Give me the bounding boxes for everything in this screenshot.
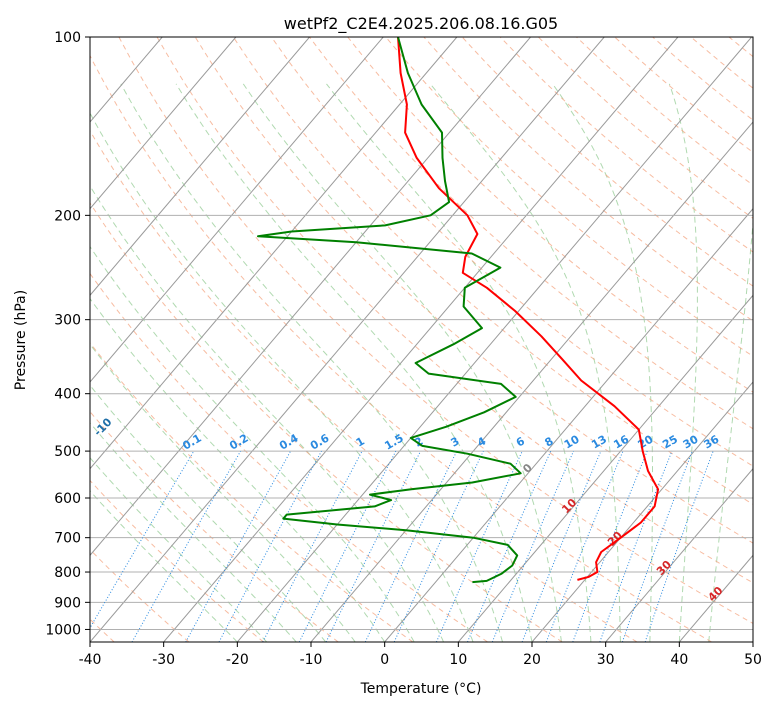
isotherms (90, 37, 753, 642)
moist-adiabat-line (242, 83, 562, 642)
isotherm-line (90, 37, 384, 383)
moist-adiabat-line (90, 490, 238, 642)
mixing-ratio-line (467, 450, 552, 642)
plot-area: 0.10.20.40.611.52346810131620253036-100-… (90, 37, 753, 642)
chart-title: wetPf2_C2E4.2025.206.08.16.G05 (284, 14, 558, 34)
moist-adiabat-line (120, 83, 503, 642)
isotherm-line (531, 381, 753, 642)
dry-adiabat-line (90, 272, 488, 642)
isotherm-line (236, 37, 752, 642)
mixing-ratio-line (621, 450, 693, 642)
y-tick-label: 500 (54, 444, 81, 460)
moist-adiabat-line (90, 343, 356, 642)
dry-adiabat-line (90, 54, 712, 642)
mixing-ratio-line (644, 450, 714, 642)
x-axis: -40 -30 -20 -10 0 10 20 30 40 50 (79, 642, 762, 668)
isotherm-line (457, 294, 753, 642)
isotherm-line (605, 467, 753, 642)
x-tick-label: -30 (152, 652, 175, 668)
moist-adiabat-line (90, 185, 445, 642)
x-tick-label: 40 (670, 652, 688, 668)
moist-adiabat-line (90, 245, 415, 642)
dry-adiabat-line (90, 479, 264, 642)
moist-adiabat-line (90, 457, 268, 642)
dewpoint-profile-line (257, 37, 522, 584)
profiles (257, 37, 660, 584)
dry-adiabat-line (385, 37, 753, 357)
isotherm-line (90, 37, 237, 210)
y-axis-title: Pressure (hPa) (13, 290, 29, 390)
y-tick-label: 200 (54, 208, 81, 224)
dry-adiabat-line (90, 202, 563, 642)
y-tick-label: 100 (54, 30, 81, 46)
dry-adiabat-line (118, 37, 753, 624)
moist-adiabat-line (90, 297, 386, 642)
moist-adiabat-line (429, 83, 621, 642)
mixing-ratio-line (393, 450, 484, 642)
temperature-profile-line (397, 37, 660, 581)
dry-adiabat-line (270, 37, 753, 467)
dry-adiabat-line (194, 37, 753, 544)
dry-adiabat-line (90, 548, 190, 642)
y-tick-label: 300 (54, 313, 81, 329)
isotherm-line (384, 207, 753, 642)
moist-adiabat-line (668, 83, 698, 642)
y-tick-label: 400 (54, 387, 81, 403)
isotherm-line (90, 37, 458, 470)
y-tick-label: 600 (54, 491, 81, 507)
isotherm-line (90, 37, 310, 297)
mixing-ratio-line (491, 450, 574, 642)
dry-adiabat-line (90, 410, 339, 642)
mixing-ratio-line (521, 450, 602, 642)
isotherm-line (90, 37, 605, 642)
dry-adiabats (90, 37, 753, 642)
x-tick-label: -10 (300, 652, 323, 668)
y-tick-label: 800 (54, 565, 81, 581)
moist-adiabat-line (90, 384, 327, 642)
isobars (90, 37, 753, 630)
x-tick-label: -20 (226, 652, 249, 668)
plot-frame (89, 36, 754, 643)
x-tick-label: 30 (597, 652, 615, 668)
moist-adiabat-line (175, 83, 533, 642)
isotherm-line (90, 37, 531, 557)
x-tick-label: -40 (79, 652, 102, 668)
y-axis: 100 200 300 400 500 600 700 800 900 1000 (45, 30, 90, 638)
mixing-ratio-line (185, 450, 292, 642)
y-tick-label: 700 (54, 531, 81, 547)
x-tick-label: 0 (380, 652, 389, 668)
dry-adiabat-line (90, 129, 638, 642)
x-tick-label: 10 (449, 652, 467, 668)
x-axis-title: Temperature (°C) (360, 681, 482, 697)
isotherm-line (163, 37, 679, 642)
isotherm-line (310, 121, 753, 642)
mixing-ratio-line (90, 450, 195, 629)
x-tick-label: 50 (744, 652, 762, 668)
y-tick-label: 900 (54, 595, 81, 611)
x-tick-label: 20 (523, 652, 541, 668)
moist-adiabat-line (552, 83, 653, 642)
dry-adiabat-line (156, 37, 753, 584)
y-tick-label: 1000 (45, 622, 81, 638)
mixing-ratio-line (599, 450, 673, 642)
mixing-ratio-line (262, 450, 363, 642)
mixing-ratio-line (131, 450, 242, 642)
dry-adiabat-line (309, 37, 753, 430)
dry-adiabat-line (232, 37, 753, 505)
